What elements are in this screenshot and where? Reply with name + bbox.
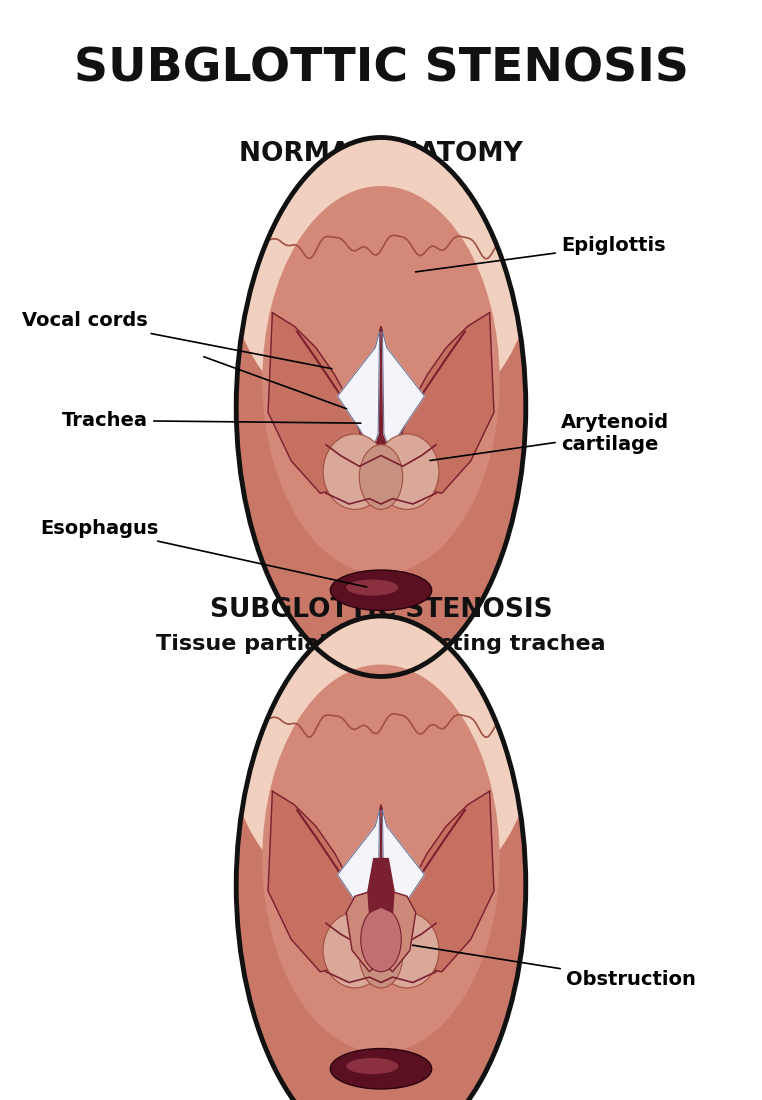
Text: Tissue partially obstructing trachea: Tissue partially obstructing trachea — [156, 634, 606, 653]
Ellipse shape — [229, 579, 533, 912]
Ellipse shape — [229, 100, 533, 434]
Polygon shape — [258, 714, 504, 756]
Text: NORMAL ANATOMY: NORMAL ANATOMY — [239, 141, 523, 167]
Text: Vocal cords: Vocal cords — [22, 311, 332, 368]
Polygon shape — [338, 810, 379, 928]
Ellipse shape — [331, 570, 431, 611]
Text: SUBGLOTTIC STENOSIS: SUBGLOTTIC STENOSIS — [73, 46, 689, 91]
Polygon shape — [360, 327, 402, 474]
Text: Obstruction: Obstruction — [413, 945, 696, 989]
Ellipse shape — [323, 913, 387, 988]
Ellipse shape — [236, 616, 526, 1100]
Ellipse shape — [346, 580, 399, 596]
Ellipse shape — [359, 444, 402, 509]
Text: Esophagus: Esophagus — [40, 519, 367, 587]
Polygon shape — [383, 810, 424, 928]
Text: Epiglottis: Epiglottis — [415, 235, 665, 272]
Ellipse shape — [375, 434, 439, 509]
Ellipse shape — [359, 923, 402, 988]
Ellipse shape — [346, 1058, 399, 1074]
Polygon shape — [268, 312, 363, 493]
Text: Trachea: Trachea — [62, 411, 361, 430]
Text: SUBGLOTTIC STENOSIS: SUBGLOTTIC STENOSIS — [210, 597, 552, 624]
Polygon shape — [399, 791, 494, 971]
Polygon shape — [346, 886, 416, 971]
Ellipse shape — [262, 186, 500, 574]
Polygon shape — [399, 312, 494, 493]
Polygon shape — [338, 331, 379, 450]
Ellipse shape — [360, 908, 402, 971]
Ellipse shape — [236, 138, 526, 676]
Polygon shape — [360, 805, 402, 953]
Ellipse shape — [262, 664, 500, 1053]
Ellipse shape — [323, 434, 387, 509]
Polygon shape — [268, 791, 363, 971]
Text: Arytenoid
cartilage: Arytenoid cartilage — [430, 414, 669, 461]
Ellipse shape — [375, 913, 439, 988]
Polygon shape — [368, 858, 394, 913]
Polygon shape — [258, 235, 504, 277]
Polygon shape — [383, 331, 424, 450]
Ellipse shape — [331, 1048, 431, 1089]
